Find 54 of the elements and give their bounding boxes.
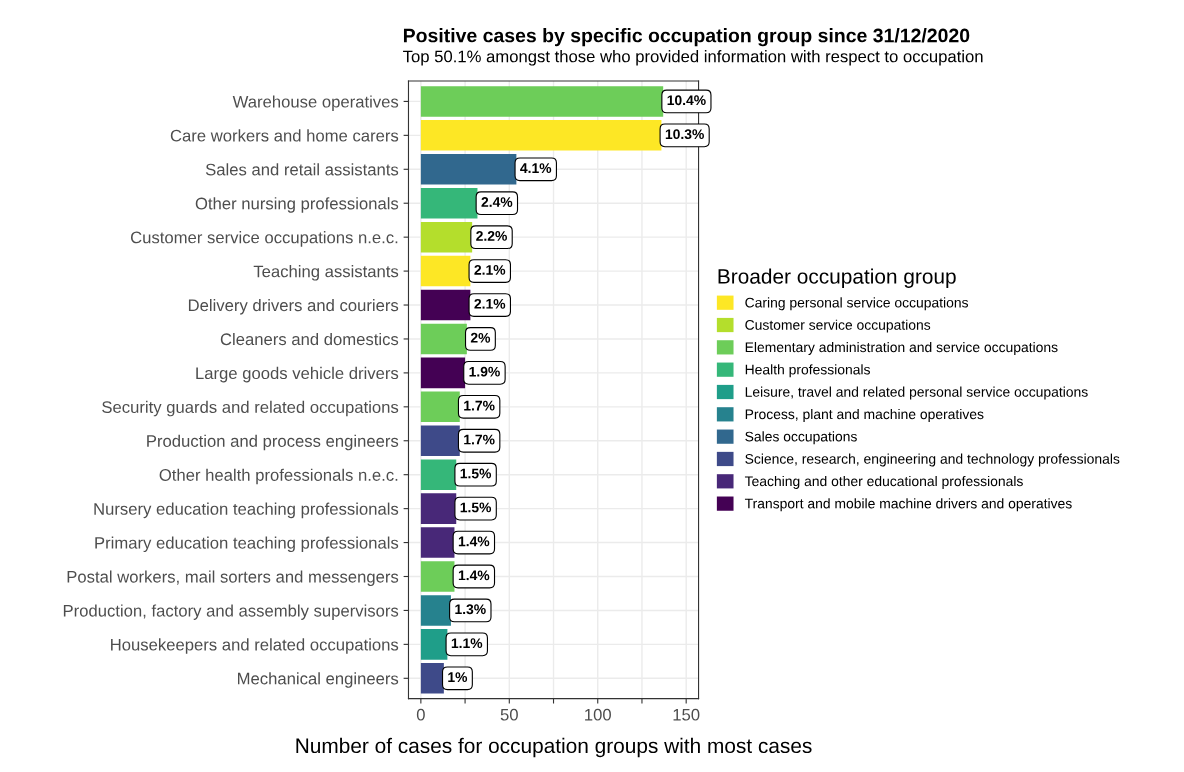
text: 1.1%: [451, 638, 483, 649]
y-tick-label: Care workers and home carers: [170, 129, 399, 142]
text: 1.7%: [464, 434, 495, 445]
chart-title: Positive cases by specific occupation group since 31/12/2020: [403, 28, 970, 47]
text: 1.4%: [458, 536, 490, 547]
y-tick-label: Other health professionals n.e.c.: [159, 468, 398, 485]
y-tick-label: Postal workers, mail sorters and messengers: [67, 570, 399, 586]
text: 1.3%: [455, 604, 486, 615]
x-tick-label: 0: [416, 708, 425, 721]
text: 1.4%: [458, 570, 490, 581]
legend-title: Broader occupation group: [718, 268, 956, 288]
text: 1.5%: [460, 502, 492, 513]
legend-label: Science, research, engineering and technology professionals: [745, 453, 1120, 467]
legend-label: Transport and mobile machine drivers and operatives: [744, 498, 1072, 512]
y-tick-label: Mechanical engineers: [238, 672, 399, 688]
x-tick-label: 100: [585, 708, 611, 721]
legend-label: Process, plant and machine operatives: [745, 408, 984, 422]
text: 4.1%: [520, 163, 552, 173]
y-tick-label: Warehouse operatives: [232, 95, 399, 111]
legend-label: Customer service occupations: [745, 319, 931, 333]
y-tick-label: Production and process engineers: [147, 434, 399, 451]
text: 1%: [448, 672, 468, 682]
y-tick-label: Other nursing professionals: [195, 197, 399, 213]
legend-label: Leisure, travel and related personal service occupations: [745, 386, 1088, 400]
text: 10.4%: [667, 95, 706, 106]
y-tick-label: Housekeepers and related occupations: [111, 638, 399, 654]
text: 1.5%: [460, 468, 492, 479]
text: 2.1%: [474, 264, 506, 275]
y-tick-label: Nursery education teaching professionals: [94, 502, 399, 519]
y-tick-label: Sales and retail assistants: [205, 163, 399, 176]
text: 1.7%: [464, 400, 495, 411]
text: 1.9%: [469, 366, 500, 377]
y-tick-label: Teaching assistants: [253, 265, 399, 281]
y-tick-label: Customer service occupations n.e.c.: [130, 231, 398, 247]
legend-label: Sales occupations: [745, 431, 857, 445]
y-tick-label: Large goods vehicle drivers: [196, 366, 399, 383]
x-tick-label: 50: [500, 708, 518, 721]
y-tick-label: Production, factory and assembly supervisors: [63, 604, 399, 620]
x-axis-title: Number of cases for occupation groups with most cases: [296, 737, 812, 758]
y-tick-label: Security guards and related occupations: [102, 400, 399, 417]
legend-label: Caring personal service occupations: [745, 297, 969, 311]
legend-label: Elementary administration and service occupations: [745, 341, 1058, 355]
text: 2.4%: [481, 197, 513, 207]
text: 2%: [470, 332, 491, 343]
y-tick-label: Delivery drivers and couriers: [188, 298, 399, 315]
text: 10.3%: [665, 129, 704, 140]
y-tick-label: Cleaners and domestics: [220, 332, 399, 346]
y-tick-label: Primary education teaching professionals: [95, 536, 399, 553]
x-tick-label: 150: [673, 708, 700, 721]
chart-subtitle: Top 50.1% amongst those who provided information with respect to occupation: [403, 50, 983, 66]
legend-label: Health professionals: [745, 364, 870, 378]
legend-label: Teaching and other educational professionals: [744, 475, 1023, 489]
text: 2.1%: [474, 298, 506, 309]
text: 2.2%: [476, 231, 507, 241]
